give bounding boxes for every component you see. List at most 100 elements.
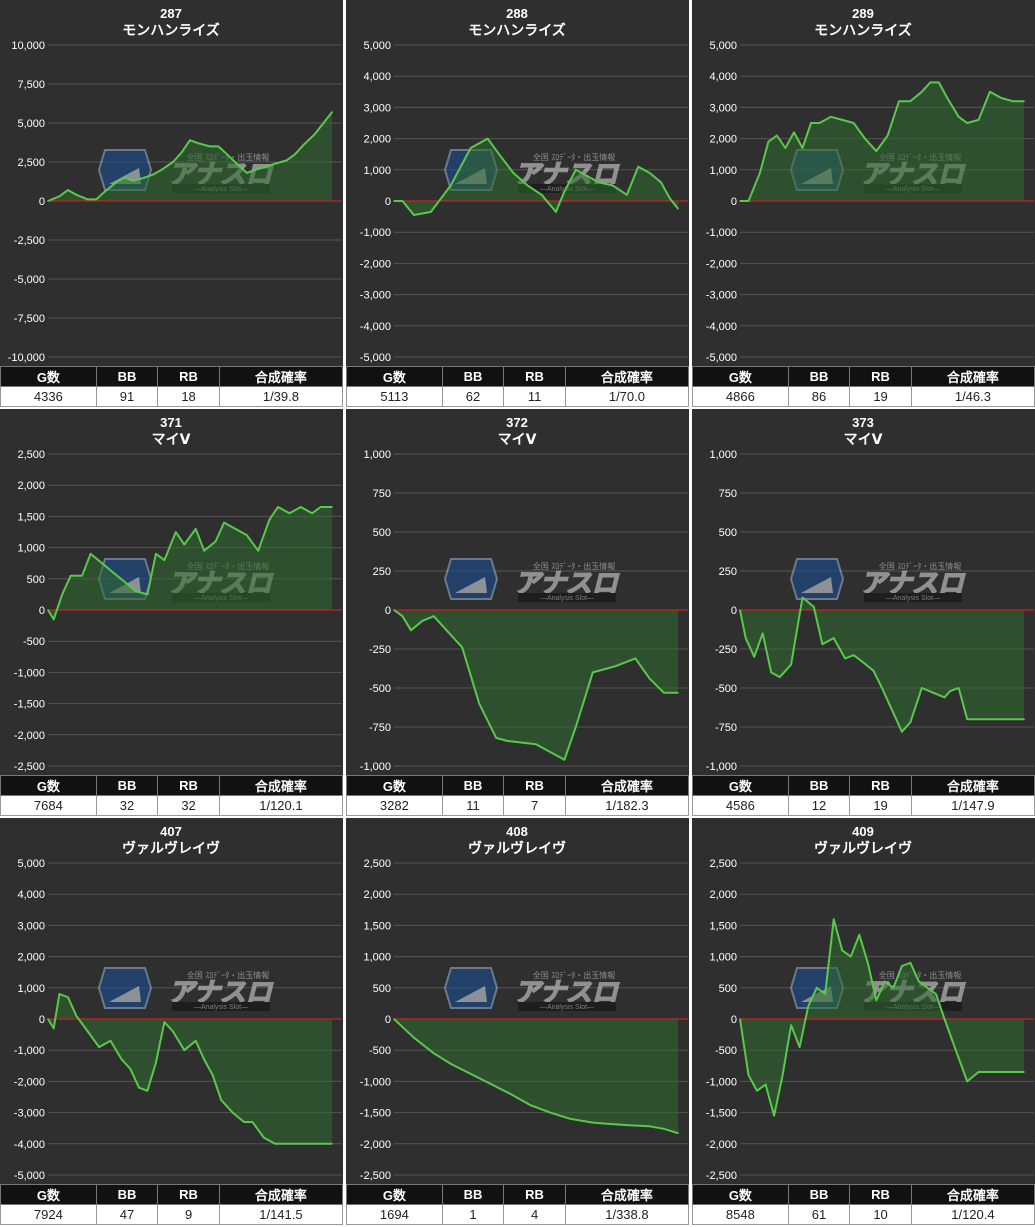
data-point — [909, 100, 912, 102]
header-rb: RB — [849, 1184, 912, 1205]
data-point — [663, 1128, 665, 1130]
data-point — [67, 996, 69, 998]
y-tick-label: -3,000 — [706, 290, 737, 302]
data-point — [852, 654, 855, 656]
data-point — [637, 165, 639, 168]
data-point — [274, 1143, 277, 1145]
y-tick-label: 1,000 — [17, 543, 45, 555]
stats-header-row: G数 BB RB 合成確率 — [346, 366, 690, 387]
y-tick-label: 2,000 — [17, 480, 45, 492]
data-point — [989, 91, 991, 93]
y-tick-label: 2,500 — [17, 157, 45, 169]
data-point — [614, 665, 617, 667]
header-games: G数 — [0, 366, 97, 387]
data-point — [793, 131, 795, 134]
header-rate: 合成確率 — [218, 1184, 344, 1205]
data-point — [801, 147, 804, 149]
y-tick-label: -500 — [369, 1045, 391, 1057]
data-point — [52, 618, 55, 621]
data-point — [955, 1049, 957, 1051]
data-point — [1011, 1071, 1014, 1073]
y-tick-label: 4,000 — [709, 71, 737, 83]
data-point — [75, 194, 78, 196]
data-point — [586, 175, 588, 177]
stats-table: G数 BB RB 合成確率 7684 32 32 1/120.1 — [0, 775, 344, 816]
data-point — [563, 190, 566, 193]
data-point — [549, 1111, 551, 1114]
data-point — [285, 159, 288, 162]
data-point — [935, 993, 937, 995]
watermark-top-text: 全国 ｽﾛﾃﾞｰﾀ・出玉情報 — [879, 561, 962, 571]
y-tick-label: 1,000 — [17, 983, 45, 995]
data-point — [529, 1104, 532, 1106]
stats-table: G数 BB RB 合成確率 3282 11 7 1/182.3 — [346, 775, 690, 816]
data-point — [47, 200, 49, 202]
y-tick-label: 1,000 — [363, 449, 391, 461]
header-games: G数 — [692, 1184, 789, 1205]
data-point — [660, 181, 662, 184]
header-bb: BB — [95, 366, 159, 387]
data-point — [1023, 1071, 1025, 1073]
data-point — [798, 1046, 801, 1048]
data-point — [901, 965, 903, 967]
data-point — [138, 1086, 140, 1089]
y-tick-label: 0 — [385, 196, 391, 208]
y-tick-label: -2,000 — [706, 258, 737, 270]
data-point — [489, 1083, 492, 1085]
header-bb: BB — [441, 1184, 505, 1205]
data-point — [938, 81, 940, 84]
y-tick-label: -750 — [369, 722, 391, 734]
data-point — [401, 615, 404, 617]
logo-swoosh-icon — [109, 986, 141, 1002]
stats-value-row: 3282 11 7 1/182.3 — [346, 795, 690, 816]
data-point — [1006, 718, 1008, 720]
y-tick-label: -5,000 — [14, 1170, 45, 1182]
watermark-sub-band — [518, 593, 616, 602]
data-point — [413, 214, 415, 216]
value-rate: 1/46.3 — [910, 386, 1035, 407]
data-point — [152, 173, 154, 176]
data-point — [677, 1132, 679, 1134]
data-point — [957, 687, 960, 689]
data-point — [183, 1049, 186, 1051]
data-point — [966, 1080, 968, 1083]
data-point — [818, 122, 821, 124]
y-tick-label: -1,500 — [14, 699, 45, 711]
data-point — [875, 150, 878, 152]
y-tick-label: 500 — [719, 983, 737, 995]
stats-table: G数 BB RB 合成確率 4586 12 19 1/147.9 — [692, 775, 1035, 816]
value-games: 4866 — [692, 386, 789, 407]
data-point — [121, 1058, 123, 1061]
header-rb: RB — [503, 775, 566, 796]
data-point — [314, 133, 316, 135]
data-point — [764, 1083, 767, 1086]
chart-subtitle: マイV — [844, 432, 883, 448]
watermark-top-text: 全国 ｽﾛﾃﾞｰﾀ・出玉情報 — [187, 970, 270, 980]
y-tick-label: -7,500 — [14, 313, 45, 325]
data-point — [509, 1093, 512, 1095]
data-point — [648, 1125, 651, 1128]
value-rb: 10 — [849, 1204, 912, 1225]
data-point — [331, 1143, 333, 1145]
data-point — [155, 553, 157, 555]
chart-title: 407 — [160, 824, 182, 839]
chart-subtitle: ヴァルヴレイヴ — [814, 840, 912, 857]
data-point — [977, 119, 980, 121]
header-games: G数 — [692, 366, 789, 387]
y-tick-label: 4,000 — [363, 71, 391, 83]
y-tick-label: 1,000 — [363, 165, 391, 177]
area-fill — [740, 82, 1024, 201]
y-tick-label: -2,000 — [14, 1076, 45, 1088]
chart-svg: 371 マイV 2,500 2,000 1,500 1,000 500 0 -500 -1,000… — [14, 415, 342, 773]
header-rb: RB — [503, 1184, 566, 1205]
data-point — [297, 1143, 299, 1145]
header-games: G数 — [692, 775, 789, 796]
data-point — [844, 657, 846, 660]
y-tick-label: -4,000 — [360, 321, 391, 333]
data-point — [569, 1118, 571, 1120]
